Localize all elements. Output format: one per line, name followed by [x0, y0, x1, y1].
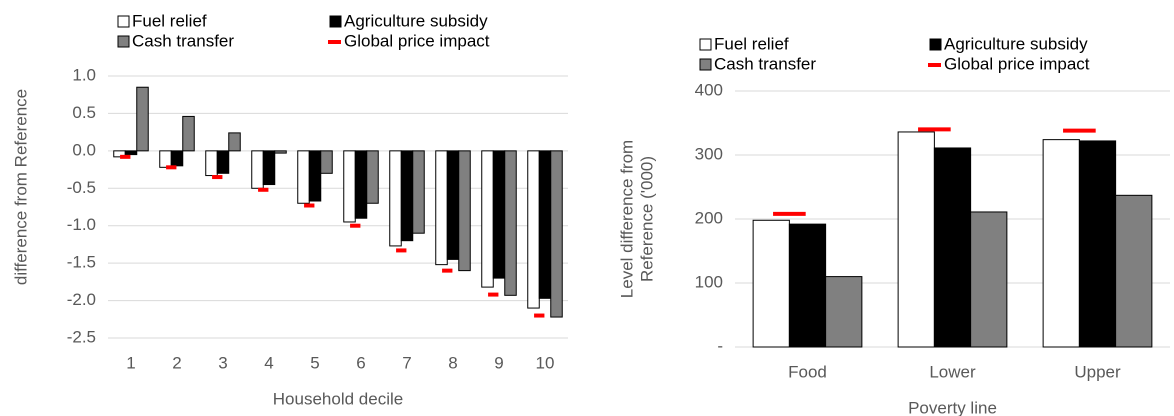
y-tick-label: 1.0 — [72, 65, 96, 84]
bar — [216, 150, 230, 174]
legend-label: Cash transfer — [714, 54, 816, 73]
y-axis-label: Reference ('000) — [637, 156, 656, 282]
bar — [274, 150, 287, 154]
x-tick-label: 6 — [356, 353, 365, 372]
bar — [492, 150, 506, 279]
x-tick-label: 4 — [264, 353, 273, 372]
y-tick-label: -1.5 — [67, 253, 96, 272]
bar — [825, 276, 863, 348]
x-tick-label: Lower — [929, 362, 976, 381]
y-tick-label: -2.5 — [67, 327, 96, 346]
bar — [527, 150, 540, 309]
bar — [354, 150, 368, 219]
bar — [435, 150, 448, 266]
legend-swatch — [699, 58, 712, 71]
y-tick-label: 0.0 — [72, 140, 96, 159]
legend-label: Agriculture subsidy — [344, 11, 488, 30]
bar — [788, 223, 827, 348]
y-tick-label: -2.0 — [67, 290, 96, 309]
x-tick-label: 1 — [126, 353, 135, 372]
bar — [970, 211, 1008, 348]
bar — [205, 150, 218, 177]
bar — [262, 150, 276, 186]
y-tick-label: 0.5 — [72, 103, 96, 122]
y-tick-label: - — [717, 336, 723, 355]
legend-label: Fuel relief — [714, 34, 789, 53]
bar — [481, 150, 494, 288]
legend-label: Cash transfer — [132, 31, 234, 50]
bar — [1042, 139, 1080, 348]
bar — [504, 150, 517, 296]
bar — [897, 131, 935, 348]
legend-label: Fuel relief — [132, 11, 207, 30]
bar — [458, 150, 471, 272]
x-tick-label: 10 — [536, 353, 555, 372]
bar — [124, 150, 138, 156]
bar — [251, 150, 264, 189]
y-tick-label: 100 — [695, 272, 723, 291]
bar — [228, 132, 241, 152]
bar — [412, 150, 425, 234]
legend-label: Global price impact — [344, 31, 490, 50]
bar — [446, 150, 460, 260]
y-tick-label: -1.0 — [67, 215, 96, 234]
y-tick-label: 400 — [695, 80, 723, 99]
bar — [1115, 194, 1153, 348]
bar — [752, 219, 790, 348]
y-tick-label: -0.5 — [67, 178, 96, 197]
x-tick-label: 8 — [448, 353, 457, 372]
x-tick-label: 9 — [494, 353, 503, 372]
bar — [400, 150, 414, 242]
bar — [343, 150, 356, 223]
y-axis-label: Level difference from — [617, 140, 636, 298]
bar — [320, 150, 333, 174]
bar — [170, 150, 184, 167]
bar — [550, 150, 563, 318]
legend-swatch — [929, 38, 942, 51]
y-axis-label: difference from Reference — [11, 89, 30, 285]
legend-label: Global price impact — [944, 54, 1090, 73]
legend-swatch — [329, 15, 342, 28]
x-tick-label: Food — [788, 362, 827, 381]
bar — [136, 86, 149, 152]
bar — [308, 150, 322, 202]
x-tick-label: Upper — [1074, 362, 1121, 381]
x-tick-label: 5 — [310, 353, 319, 372]
legend-swatch — [117, 15, 130, 28]
x-tick-label: 3 — [218, 353, 227, 372]
bar — [159, 150, 172, 168]
bar — [1078, 140, 1117, 348]
legend-swatch — [117, 35, 130, 48]
bar — [297, 150, 310, 204]
bar — [182, 115, 195, 152]
y-tick-label: 300 — [695, 144, 723, 163]
bar — [933, 147, 972, 348]
x-axis-label: Household decile — [273, 389, 403, 408]
bar — [538, 150, 552, 299]
legend-swatch — [699, 38, 712, 51]
x-tick-label: 7 — [402, 353, 411, 372]
bar — [366, 150, 379, 204]
x-axis-label: Poverty line — [908, 398, 997, 416]
y-tick-label: 200 — [695, 208, 723, 227]
legend-label: Agriculture subsidy — [944, 34, 1088, 53]
bar — [389, 150, 402, 247]
x-tick-label: 2 — [172, 353, 181, 372]
